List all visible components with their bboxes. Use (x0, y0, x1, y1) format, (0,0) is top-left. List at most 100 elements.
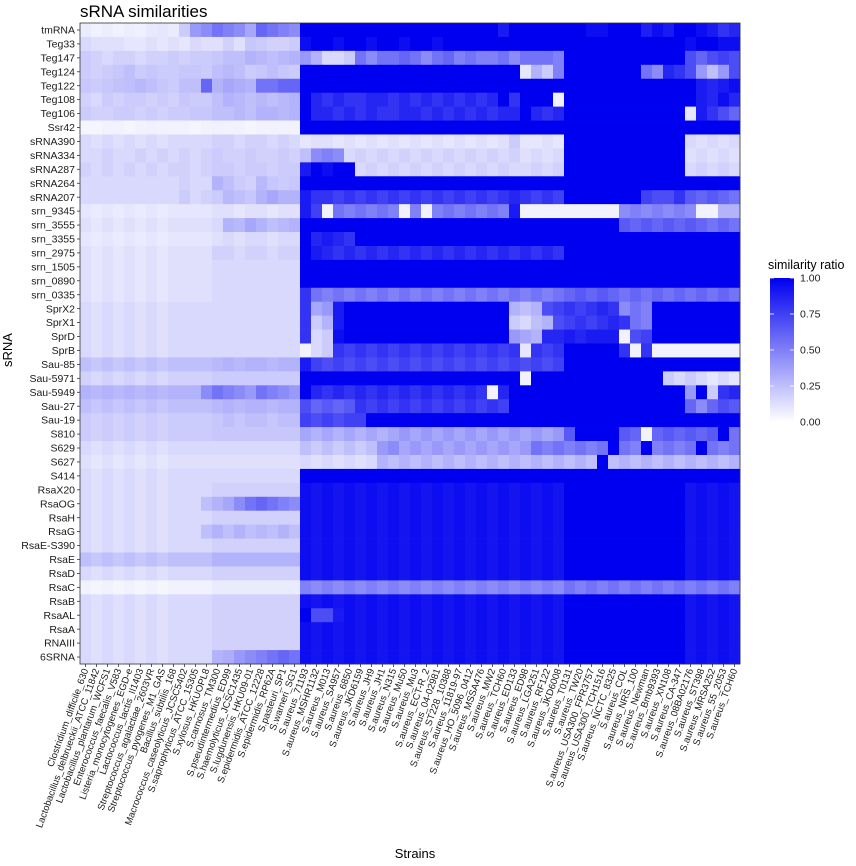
heatmap-cell (674, 50, 686, 66)
heatmap-cell (300, 427, 312, 442)
heatmap-cell (421, 78, 433, 94)
heatmap-cell (663, 259, 675, 275)
heatmap-cell (267, 148, 279, 163)
heatmap-cell (674, 636, 686, 651)
heatmap-cell (597, 427, 609, 442)
heatmap-cell (91, 385, 103, 400)
y-tick-label: tmRNA (41, 25, 75, 37)
heatmap-cell (168, 399, 180, 414)
heatmap-cell (487, 190, 499, 205)
heatmap-cell (641, 594, 653, 609)
heatmap-cell (234, 120, 246, 135)
heatmap-cell (597, 176, 609, 191)
heatmap-cell (410, 36, 422, 52)
heatmap-cell (674, 134, 686, 149)
heatmap-cell (300, 636, 312, 651)
heatmap-cell (421, 650, 433, 665)
heatmap-cell (641, 427, 653, 442)
heatmap-cell (333, 120, 345, 135)
heatmap-cell (135, 371, 147, 386)
heatmap-cell (135, 399, 147, 414)
heatmap-cell (410, 385, 422, 400)
heatmap-cell (718, 245, 730, 261)
heatmap-cell (454, 399, 466, 414)
heatmap-cell (168, 566, 180, 581)
heatmap-cell (157, 413, 169, 428)
heatmap-cell (388, 287, 400, 303)
heatmap-cell (179, 496, 191, 512)
heatmap-cell (399, 566, 411, 581)
heatmap-cell (322, 371, 334, 386)
heatmap-cell (509, 371, 521, 386)
heatmap-cell (135, 273, 147, 289)
heatmap-cell (410, 650, 422, 665)
heatmap-cell (278, 399, 290, 414)
heatmap-cell (443, 608, 455, 623)
heatmap-cell (718, 78, 730, 94)
heatmap-cell (102, 385, 114, 400)
heatmap-cell (157, 218, 169, 233)
heatmap-cell (608, 650, 620, 665)
heatmap-cell (179, 36, 191, 52)
heatmap-cell (586, 468, 598, 484)
heatmap-cell (432, 218, 444, 233)
heatmap-cell (201, 496, 213, 512)
heatmap-cell (80, 176, 92, 191)
heatmap-cell (333, 650, 345, 665)
heatmap-cell (267, 50, 279, 66)
heatmap-cell (487, 385, 499, 400)
heatmap-cell (223, 78, 235, 94)
heatmap-cell (245, 552, 257, 567)
heatmap-cell (586, 538, 598, 553)
heatmap-cell (377, 218, 389, 233)
heatmap-cell (366, 441, 378, 456)
heatmap-cell (267, 580, 279, 595)
heatmap-cell (696, 468, 708, 484)
heatmap-cell (377, 357, 389, 372)
heatmap-cell (685, 259, 697, 275)
heatmap-cell (696, 371, 708, 386)
heatmap-cell (476, 510, 488, 525)
heatmap-cell (421, 357, 433, 372)
heatmap-cell (234, 650, 246, 665)
heatmap-cell (729, 64, 741, 80)
heatmap-cell (454, 552, 466, 567)
heatmap-cell (344, 23, 356, 38)
heatmap-cell (91, 399, 103, 414)
heatmap-cell (91, 510, 103, 525)
heatmap-cell (641, 413, 653, 428)
heatmap-cell (509, 176, 521, 191)
heatmap-cell (443, 636, 455, 651)
y-tick-label: RsaC (49, 582, 76, 594)
heatmap-cell (487, 608, 499, 623)
heatmap-cell (465, 148, 477, 163)
heatmap-cell (663, 622, 675, 637)
heatmap-cell (322, 64, 334, 80)
heatmap-cell (509, 245, 521, 261)
heatmap-cell (729, 622, 741, 637)
heatmap-cell (575, 301, 587, 316)
heatmap-cell (630, 650, 642, 665)
heatmap-cell (608, 496, 620, 512)
heatmap-cell (498, 371, 510, 386)
heatmap-cell (300, 106, 312, 121)
heatmap-cell (696, 594, 708, 609)
heatmap-cell (575, 50, 587, 66)
heatmap-cell (421, 315, 433, 330)
heatmap-cell (619, 552, 631, 567)
heatmap-cell (718, 608, 730, 623)
heatmap-cell (157, 580, 169, 595)
heatmap-cell (355, 538, 367, 553)
heatmap-cell (366, 232, 378, 247)
heatmap-cell (674, 622, 686, 637)
heatmap-cell (300, 78, 312, 94)
heatmap-cell (289, 245, 301, 261)
heatmap-cell (443, 524, 455, 539)
heatmap-cell (476, 259, 488, 275)
y-tick-label: RsaX20 (38, 484, 76, 496)
heatmap-cell (168, 482, 180, 498)
heatmap-cell (300, 413, 312, 428)
heatmap-cell (322, 36, 334, 52)
heatmap-cell (674, 608, 686, 623)
heatmap-cell (212, 650, 224, 665)
